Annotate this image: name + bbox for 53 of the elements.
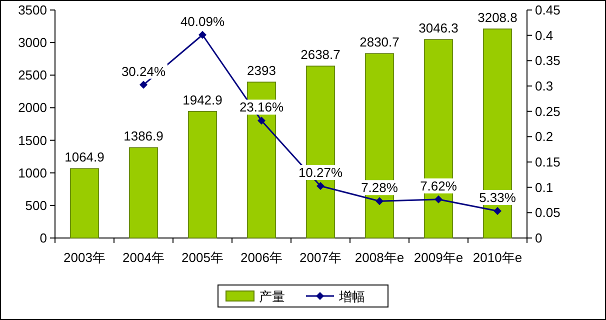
y2-tick-label: 0.45 [535, 2, 560, 18]
data-label: 7.28% [361, 180, 398, 196]
y2-tick-label: 0.35 [535, 53, 560, 68]
data-label: 2393 [247, 63, 276, 78]
legend-label: 产量 [259, 289, 285, 304]
y-tick-label: 500 [25, 198, 47, 213]
x-tick-label: 2008年e [354, 250, 404, 265]
y-tick-label: 3000 [18, 35, 47, 50]
data-label: 7.62% [420, 178, 458, 194]
x-tick-label: 2009年e [414, 250, 464, 265]
point [376, 197, 384, 206]
y2-tick-label: 0.4 [535, 28, 554, 43]
y-tick-label: 1000 [18, 165, 47, 180]
point [198, 30, 206, 39]
bar [188, 111, 218, 238]
y2-tick-label: 0.25 [535, 104, 560, 119]
data-label: 3208.8 [478, 10, 518, 25]
y-tick-label: 2000 [18, 100, 47, 116]
x-tick-label: 2003年 [64, 250, 106, 265]
y2-tick-label: 0.3 [535, 78, 554, 94]
data-label: 3046.3 [418, 20, 458, 36]
bar [70, 168, 100, 238]
data-label: 1386.9 [124, 128, 164, 144]
data-label: 5.33% [479, 190, 516, 205]
point [258, 116, 266, 125]
x-tick-label: 2004年 [122, 250, 164, 265]
point [494, 206, 502, 215]
x-tick-label: 2007年 [300, 250, 342, 265]
y2-tick-label: 0.05 [535, 205, 560, 220]
point [434, 195, 442, 204]
y2-tick-label: 0 [535, 230, 542, 246]
data-label: 2830.7 [360, 34, 400, 50]
y2-tick-label: 0.1 [535, 180, 554, 195]
data-label: 30.24% [121, 64, 166, 79]
x-tick-label: 2006年 [240, 250, 282, 265]
y2-tick-label: 0.2 [535, 129, 554, 144]
data-label: 1064.9 [64, 150, 104, 165]
point [140, 80, 148, 89]
y-tick-label: 1500 [18, 132, 47, 148]
data-label: 23.16% [239, 100, 284, 115]
y-tick-label: 3500 [18, 2, 47, 18]
y-tick-label: 0 [40, 230, 47, 246]
bar [128, 147, 158, 238]
data-label: 40.09% [180, 14, 225, 29]
data-label: 10.27% [298, 164, 343, 180]
data-label: 1942.9 [182, 92, 222, 108]
x-tick-label: 2010年e [472, 250, 522, 265]
data-label: 2638.7 [300, 47, 340, 62]
y2-tick-label: 0.15 [535, 154, 560, 170]
y-tick-label: 2500 [18, 68, 47, 83]
x-tick-label: 2005年 [182, 250, 224, 265]
point [316, 182, 324, 190]
legend-label: 增幅 [338, 289, 365, 304]
